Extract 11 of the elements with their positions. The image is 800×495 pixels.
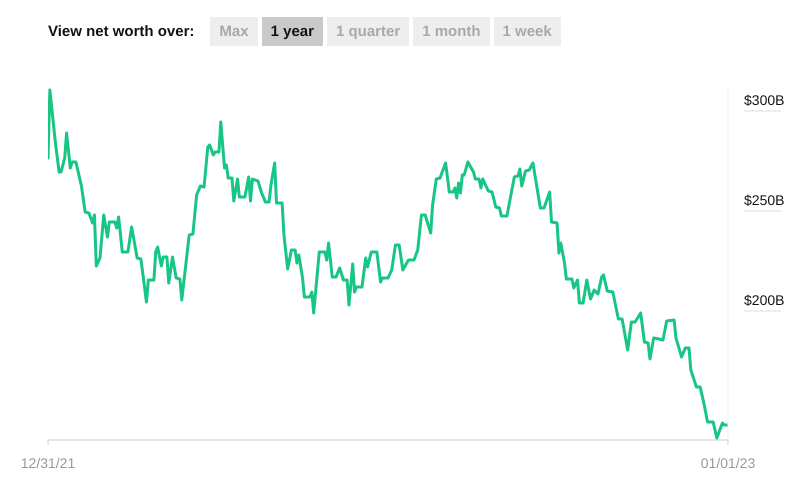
range-button[interactable]: 1 quarter <box>326 16 410 46</box>
y-tick-label: $200B <box>744 292 784 308</box>
y-tick-label: $250B <box>744 192 784 208</box>
range-button[interactable]: Max <box>210 16 258 46</box>
range-button[interactable]: 1 year <box>262 16 323 46</box>
x-tick-label: 12/31/21 <box>20 455 76 471</box>
y-tick-label: $300B <box>744 92 784 108</box>
x-tick-label: 01/01/23 <box>700 455 756 471</box>
range-button[interactable]: 1 week <box>494 16 561 46</box>
range-button[interactable]: 1 month <box>413 16 490 46</box>
chart-title: View net worth over: <box>48 22 194 40</box>
